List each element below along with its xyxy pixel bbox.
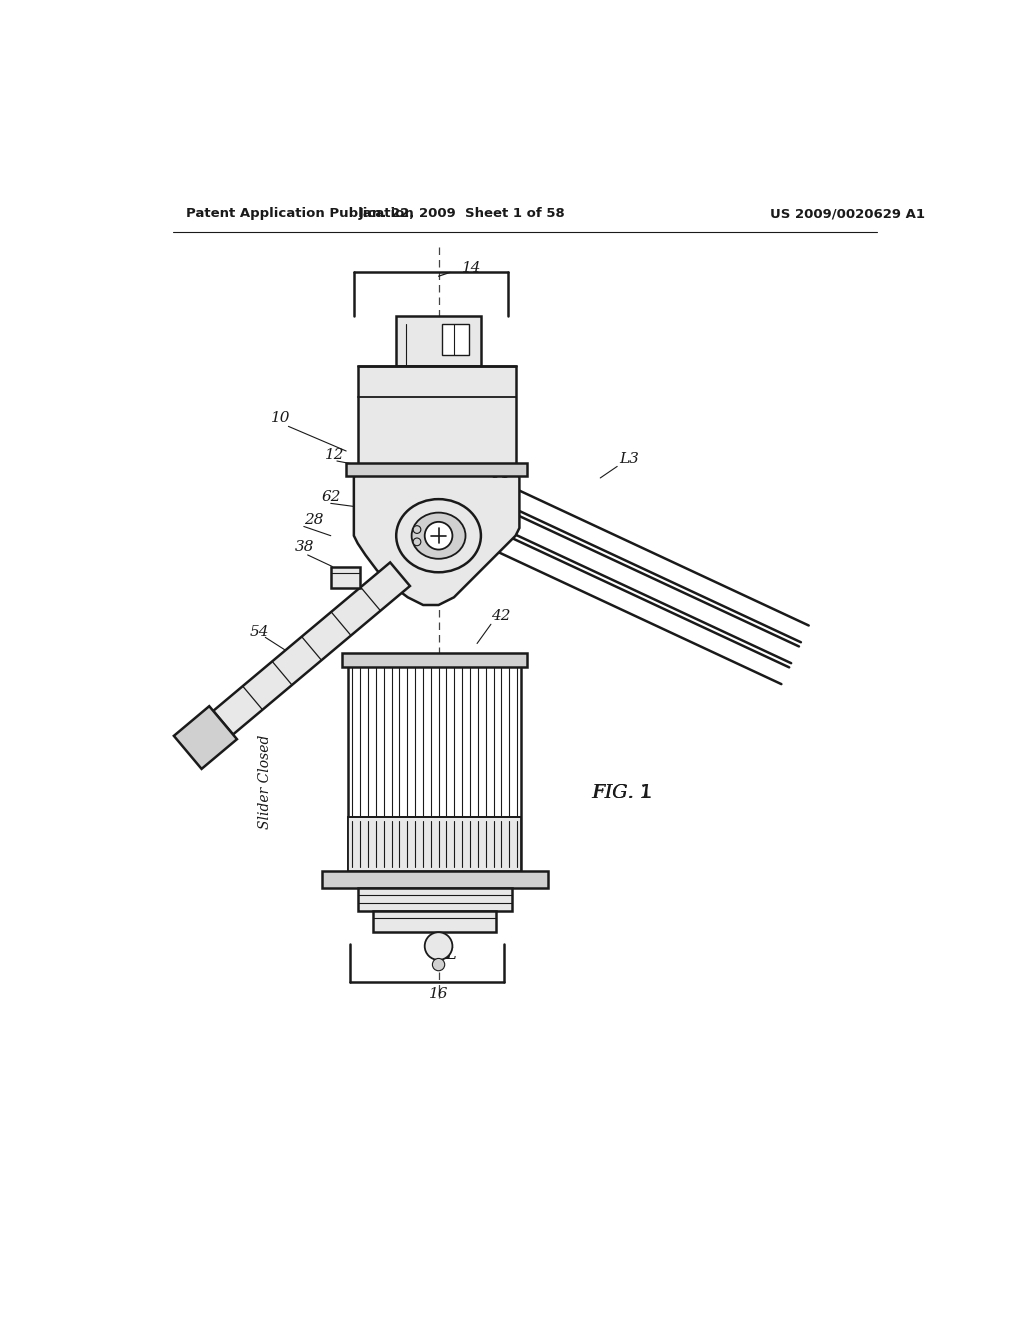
Text: $\it{F}$IG. $\it{1}$: $\it{F}$IG. $\it{1}$	[593, 784, 652, 801]
Text: L3: L3	[620, 451, 639, 466]
Circle shape	[432, 958, 444, 970]
Bar	[348, 817, 521, 871]
Text: 62: 62	[322, 490, 341, 504]
Bar	[396, 317, 481, 367]
Circle shape	[425, 521, 453, 549]
Text: 12: 12	[325, 447, 344, 462]
Text: Slider Closed: Slider Closed	[258, 735, 272, 829]
Ellipse shape	[412, 512, 466, 558]
Text: L: L	[444, 342, 457, 359]
Circle shape	[425, 932, 453, 960]
Text: 42: 42	[490, 610, 510, 623]
Bar	[348, 663, 521, 871]
Bar	[346, 462, 527, 477]
Bar	[322, 871, 548, 887]
Text: Jan. 22, 2009  Sheet 1 of 58: Jan. 22, 2009 Sheet 1 of 58	[358, 207, 565, 220]
Text: 14: 14	[462, 261, 481, 276]
Polygon shape	[354, 466, 519, 605]
Circle shape	[413, 525, 421, 533]
Polygon shape	[213, 562, 410, 734]
Text: 64: 64	[490, 467, 510, 480]
Circle shape	[413, 539, 421, 545]
Bar	[442, 323, 469, 355]
Text: L: L	[444, 946, 457, 964]
Bar	[357, 367, 515, 466]
Text: US 2009/0020629 A1: US 2009/0020629 A1	[770, 207, 925, 220]
Text: 16: 16	[429, 987, 449, 1001]
Bar	[342, 653, 527, 667]
Bar	[373, 911, 497, 932]
Text: Patent Application Publication: Patent Application Publication	[186, 207, 414, 220]
Text: FIG. 1: FIG. 1	[591, 784, 652, 801]
Text: 28: 28	[304, 513, 324, 527]
Text: 38: 38	[295, 540, 314, 554]
Text: 10: 10	[270, 411, 290, 425]
Text: 54: 54	[250, 624, 269, 639]
Ellipse shape	[396, 499, 481, 573]
Bar	[331, 566, 360, 589]
Polygon shape	[174, 706, 237, 768]
Bar	[357, 887, 512, 911]
